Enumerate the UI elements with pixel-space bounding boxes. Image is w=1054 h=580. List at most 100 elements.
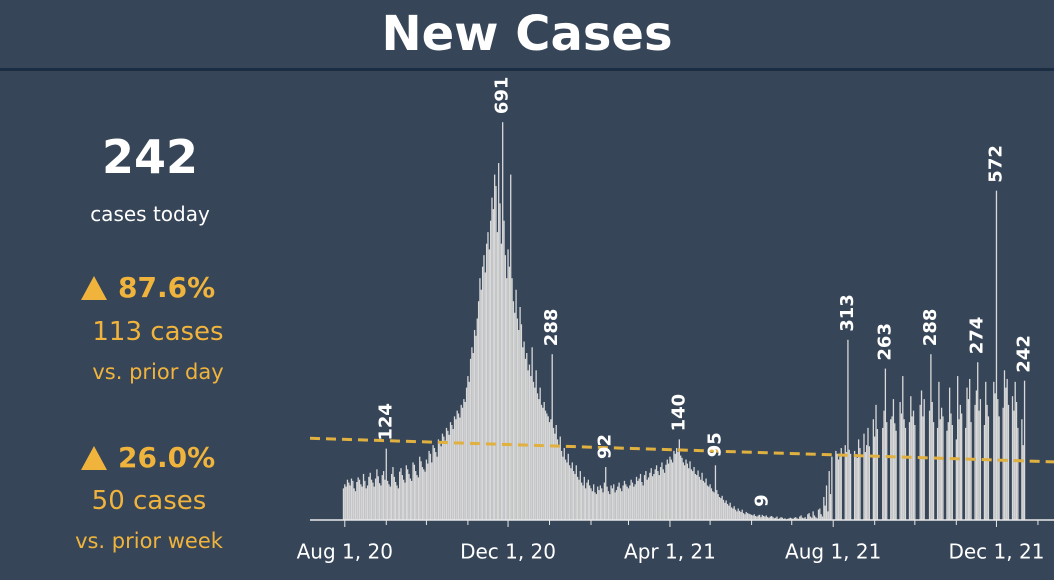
data-label: 242 <box>1014 335 1035 373</box>
bar <box>825 485 828 520</box>
bar <box>712 491 714 520</box>
bar <box>932 422 935 520</box>
bar <box>459 417 461 520</box>
bar <box>547 416 549 520</box>
bar <box>773 518 775 520</box>
bar <box>591 491 593 520</box>
bar <box>543 401 545 520</box>
bar <box>538 399 540 520</box>
bar <box>609 494 611 520</box>
bar <box>839 456 841 520</box>
bar <box>758 514 761 520</box>
bar <box>560 450 563 520</box>
bar <box>634 484 636 520</box>
bar <box>795 517 797 520</box>
bar <box>618 482 620 520</box>
bar <box>801 517 804 520</box>
bar <box>718 496 721 520</box>
bar <box>993 381 995 520</box>
bar <box>554 433 556 520</box>
bar <box>728 505 730 520</box>
today-caption: cases today <box>90 202 210 226</box>
data-label: 313 <box>837 294 858 332</box>
bar <box>722 499 725 520</box>
bar <box>761 514 763 520</box>
bar <box>412 462 414 520</box>
bar <box>606 486 608 520</box>
bar <box>488 249 490 520</box>
bar <box>369 472 371 520</box>
bar <box>440 446 442 520</box>
bar <box>762 515 765 520</box>
bar <box>853 450 856 520</box>
bar <box>504 255 507 520</box>
bar <box>506 278 508 520</box>
bar <box>965 427 967 520</box>
data-label: 92 <box>595 434 616 459</box>
bar <box>745 511 747 520</box>
bar <box>730 507 733 520</box>
bar <box>376 469 378 520</box>
bar <box>409 478 412 520</box>
bar <box>969 378 971 520</box>
bar <box>874 436 876 520</box>
bar <box>693 467 695 520</box>
bar <box>840 448 842 520</box>
bar <box>701 472 703 520</box>
bar <box>890 419 892 520</box>
bar <box>594 492 596 520</box>
bar <box>837 459 840 520</box>
data-label: 274 <box>967 317 988 355</box>
bar <box>948 387 951 520</box>
bar <box>721 495 723 520</box>
bar <box>572 471 575 520</box>
bar <box>866 445 868 520</box>
bar <box>527 370 529 520</box>
bar <box>661 462 663 520</box>
bar <box>716 490 718 520</box>
bar <box>481 266 484 520</box>
bar <box>514 312 516 520</box>
bar <box>899 401 901 520</box>
bar <box>812 511 814 520</box>
bar <box>859 448 861 520</box>
bar <box>393 476 395 520</box>
bar <box>680 455 682 520</box>
bar <box>700 479 702 520</box>
bar <box>465 387 468 520</box>
bar <box>593 484 595 520</box>
bar <box>399 471 401 520</box>
bar <box>476 318 478 520</box>
bar <box>835 450 837 520</box>
bar <box>463 399 465 520</box>
bar <box>734 509 737 520</box>
bar <box>625 484 627 520</box>
bar <box>607 491 610 520</box>
bar <box>987 416 990 520</box>
bar <box>464 401 466 520</box>
bar <box>849 453 852 520</box>
bar <box>1021 419 1023 520</box>
bar <box>891 416 893 520</box>
bar <box>405 465 407 520</box>
bar <box>651 476 654 520</box>
bar <box>654 469 656 520</box>
bar <box>587 479 589 520</box>
bar <box>1003 370 1006 520</box>
bar <box>574 473 576 520</box>
bar <box>886 422 888 520</box>
bar <box>436 456 438 520</box>
bar <box>451 425 453 520</box>
bar <box>567 453 569 520</box>
bar <box>938 381 940 520</box>
bar <box>788 518 790 520</box>
bar <box>737 508 739 520</box>
bar <box>641 482 643 520</box>
bar <box>461 407 464 520</box>
bar <box>958 419 960 520</box>
bar <box>378 483 381 520</box>
bar <box>800 515 802 520</box>
bar <box>396 485 398 520</box>
bar <box>655 465 658 520</box>
bar <box>564 459 567 520</box>
